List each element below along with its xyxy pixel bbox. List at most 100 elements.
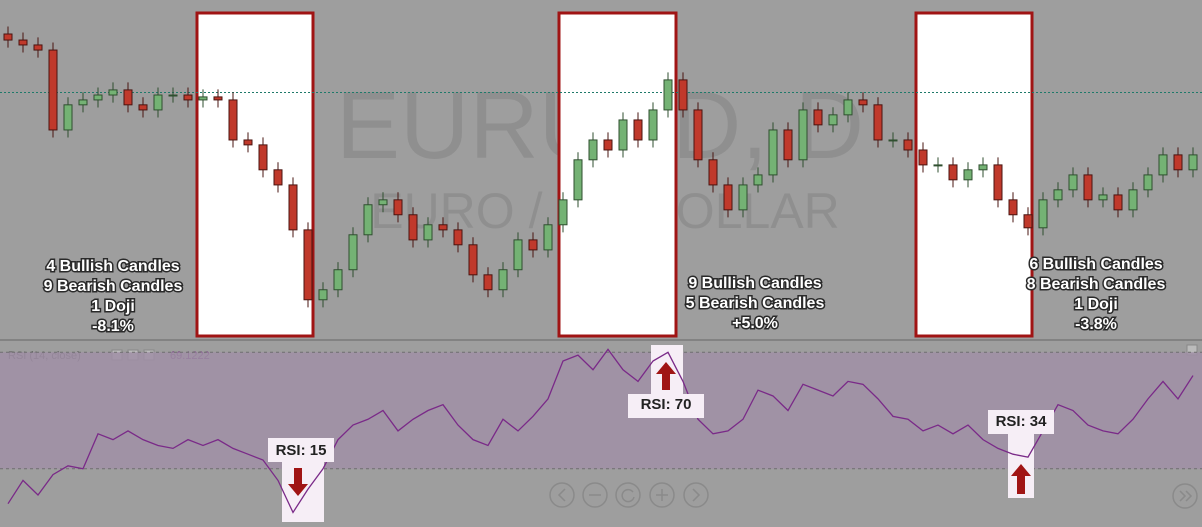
period-stats: +5.0% <box>732 315 778 332</box>
callout-highlight <box>282 462 324 522</box>
candle-body <box>168 94 178 97</box>
callout-label: RSI: 34 <box>996 413 1048 430</box>
candle-body <box>978 164 988 171</box>
candle-body <box>1008 199 1018 216</box>
callout-arrow <box>1011 464 1031 494</box>
candle-body <box>918 149 928 166</box>
candle-body <box>153 94 163 111</box>
candle-body <box>198 96 208 101</box>
candle-body <box>348 234 358 271</box>
candle-body <box>273 169 283 186</box>
candle-body <box>798 109 808 161</box>
candle-body <box>603 139 613 151</box>
candle-body <box>108 89 118 96</box>
period-stats: -8.1% <box>92 318 134 335</box>
period-stats: -3.8% <box>1075 316 1117 333</box>
candle-body <box>963 169 973 181</box>
candle-body <box>993 164 1003 201</box>
candle-body <box>408 214 418 241</box>
zoom-out[interactable] <box>582 482 608 508</box>
nav-controls <box>549 482 1198 509</box>
candle-body <box>213 96 223 101</box>
candle-body <box>873 104 883 141</box>
period-stats: 1 Doji <box>1074 296 1118 313</box>
callout-box <box>268 438 334 462</box>
candle-body <box>123 89 133 106</box>
candle-body <box>453 229 463 246</box>
period-stats: 8 Bearish Candles <box>1027 276 1166 293</box>
period-stats: 5 Bearish Candles <box>686 295 825 312</box>
candle-body <box>1038 199 1048 229</box>
candle-body <box>933 164 943 167</box>
candle-body <box>888 139 898 142</box>
highlight-box <box>195 11 315 338</box>
candle-body <box>258 144 268 171</box>
candle-body <box>663 79 673 111</box>
candle-body <box>33 44 43 51</box>
zoom-in[interactable] <box>649 482 675 508</box>
candle-body <box>393 199 403 216</box>
callout-box <box>628 394 704 418</box>
period-stats: 9 Bearish Candles <box>44 278 183 295</box>
callout-arrow <box>656 362 676 390</box>
candle-body <box>708 159 718 186</box>
candle-body <box>738 184 748 211</box>
candle-body <box>648 109 658 141</box>
candle-body <box>588 139 598 161</box>
candle-body <box>1113 194 1123 211</box>
candle-body <box>1068 174 1078 191</box>
icon <box>621 488 635 503</box>
candle-body <box>423 224 433 241</box>
candle-body <box>498 269 508 291</box>
candle-body <box>858 99 868 106</box>
candle-body <box>903 139 913 151</box>
candle-body <box>363 204 373 236</box>
period-stats: 1 Doji <box>91 298 135 315</box>
callout-box <box>988 410 1054 434</box>
candle-body <box>1098 194 1108 201</box>
candle-body <box>138 104 148 111</box>
candle-body <box>843 99 853 116</box>
candle-body <box>678 79 688 111</box>
candle-body <box>528 239 538 251</box>
candle-body <box>618 119 628 151</box>
candle-body <box>183 94 193 101</box>
scroll-right[interactable] <box>683 482 709 508</box>
candle-body <box>93 94 103 101</box>
scroll-left[interactable] <box>549 482 575 508</box>
candle-body <box>1053 189 1063 201</box>
candle-body <box>63 104 73 131</box>
icon <box>692 488 701 502</box>
candle-body <box>693 109 703 161</box>
highlight-box <box>914 11 1034 338</box>
callout-label: RSI: 15 <box>276 442 327 459</box>
candle-body <box>288 184 298 231</box>
candle-body <box>1188 154 1198 171</box>
candle-body <box>948 164 958 181</box>
callout-label: RSI: 70 <box>641 396 692 413</box>
candle-body <box>1173 154 1183 171</box>
candle-body <box>543 224 553 251</box>
candle-body <box>573 159 583 201</box>
candle-body <box>1158 154 1168 176</box>
candle-body <box>18 39 28 46</box>
candle-body <box>438 224 448 231</box>
callout-arrow <box>288 468 308 496</box>
icon <box>557 488 566 502</box>
candle-body <box>78 99 88 106</box>
candle-body <box>1023 214 1033 229</box>
candle-body <box>513 239 523 271</box>
candle-body <box>318 289 328 301</box>
candle-body <box>48 49 58 131</box>
candle-body <box>558 199 568 226</box>
candle-body <box>228 99 238 141</box>
icon <box>656 489 668 501</box>
scroll-end[interactable] <box>1172 483 1198 509</box>
candle-body <box>633 119 643 141</box>
candle-body <box>243 139 253 146</box>
candle-body <box>768 129 778 176</box>
reset[interactable] <box>615 482 641 508</box>
candle-body <box>3 33 13 41</box>
candle-body <box>783 129 793 161</box>
